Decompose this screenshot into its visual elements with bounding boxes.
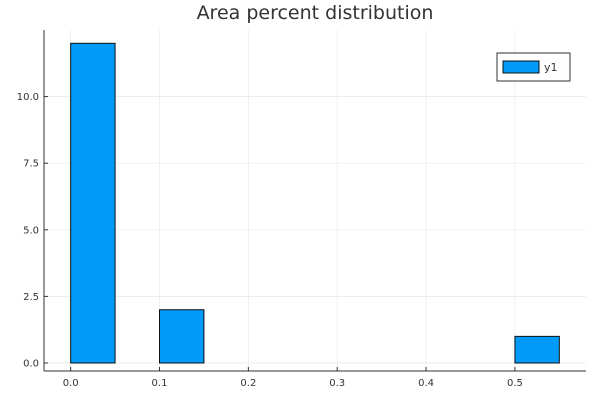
x-tick-label: 0.3 [329, 378, 345, 389]
x-tick-label: 0.1 [152, 378, 168, 389]
grid-lines [44, 30, 586, 371]
legend-label: y1 [544, 61, 558, 74]
axes [43, 30, 586, 372]
y-tick-label: 0.0 [23, 359, 39, 370]
histogram-bar [159, 309, 205, 364]
y-tick-label: 2.5 [23, 292, 39, 303]
histogram-bar [70, 42, 116, 364]
x-tick-label: 0.2 [240, 378, 256, 389]
legend-swatch [502, 60, 540, 74]
histogram-bars [70, 42, 560, 364]
chart-title: Area percent distribution [197, 2, 434, 24]
x-tick-label: 0.4 [418, 378, 434, 389]
x-tick-label: 0.5 [507, 378, 523, 389]
y-tick-label: 7.5 [23, 159, 39, 170]
y-tick-label: 5.0 [23, 225, 39, 236]
y-tick-label: 10.0 [17, 92, 39, 103]
tick-labels: 0.0 0.1 0.2 0.3 0.4 0.5 0.0 2.5 5.0 7.5 10.0 [17, 92, 523, 389]
x-tick-label: 0.0 [63, 378, 79, 389]
histogram-bar [514, 335, 560, 364]
legend: y1 [496, 52, 571, 82]
